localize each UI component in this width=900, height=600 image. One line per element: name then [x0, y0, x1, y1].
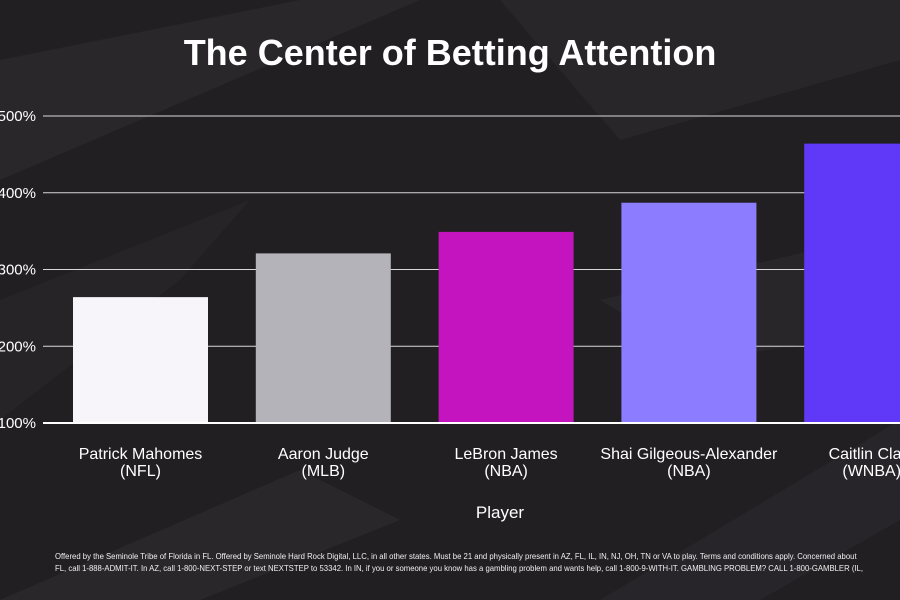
y-tick-label: 100% — [0, 415, 36, 432]
x-tick-label: (MLB) — [302, 463, 346, 480]
disclaimer-line-2: FL, call 1-888-ADMIT-IT. In AZ, call 1-8… — [55, 563, 865, 573]
x-tick-label: (NFL) — [120, 463, 161, 480]
disclaimer-line-1: Offered by the Seminole Tribe of Florida… — [55, 551, 857, 561]
bar — [438, 231, 574, 423]
bar — [73, 297, 208, 423]
bar — [621, 202, 757, 423]
bar — [804, 143, 900, 423]
bar — [255, 253, 391, 423]
y-tick-label: 300% — [0, 262, 36, 279]
y-tick-label: 200% — [0, 338, 36, 355]
x-tick-label: (WNBA) — [842, 463, 900, 480]
chart-title: The Center of Betting Attention — [183, 32, 717, 73]
x-tick-label: Patrick Mahomes — [79, 446, 203, 463]
y-tick-label: 400% — [0, 185, 36, 202]
x-tick-label: (NBA) — [484, 463, 528, 480]
x-axis-label: Player — [475, 503, 525, 522]
x-tick-label: Shai Gilgeous-Alexander — [600, 446, 778, 463]
x-tick-label: Aaron Judge — [278, 446, 369, 463]
disclaimer-footer: Offered by the Seminole Tribe of Florida… — [55, 550, 865, 574]
x-tick-label: LeBron James — [455, 446, 558, 463]
x-tick-label: Caitlin Clark — [829, 446, 900, 463]
x-tick-label: (NBA) — [667, 463, 711, 480]
y-tick-label: 500% — [0, 108, 36, 125]
